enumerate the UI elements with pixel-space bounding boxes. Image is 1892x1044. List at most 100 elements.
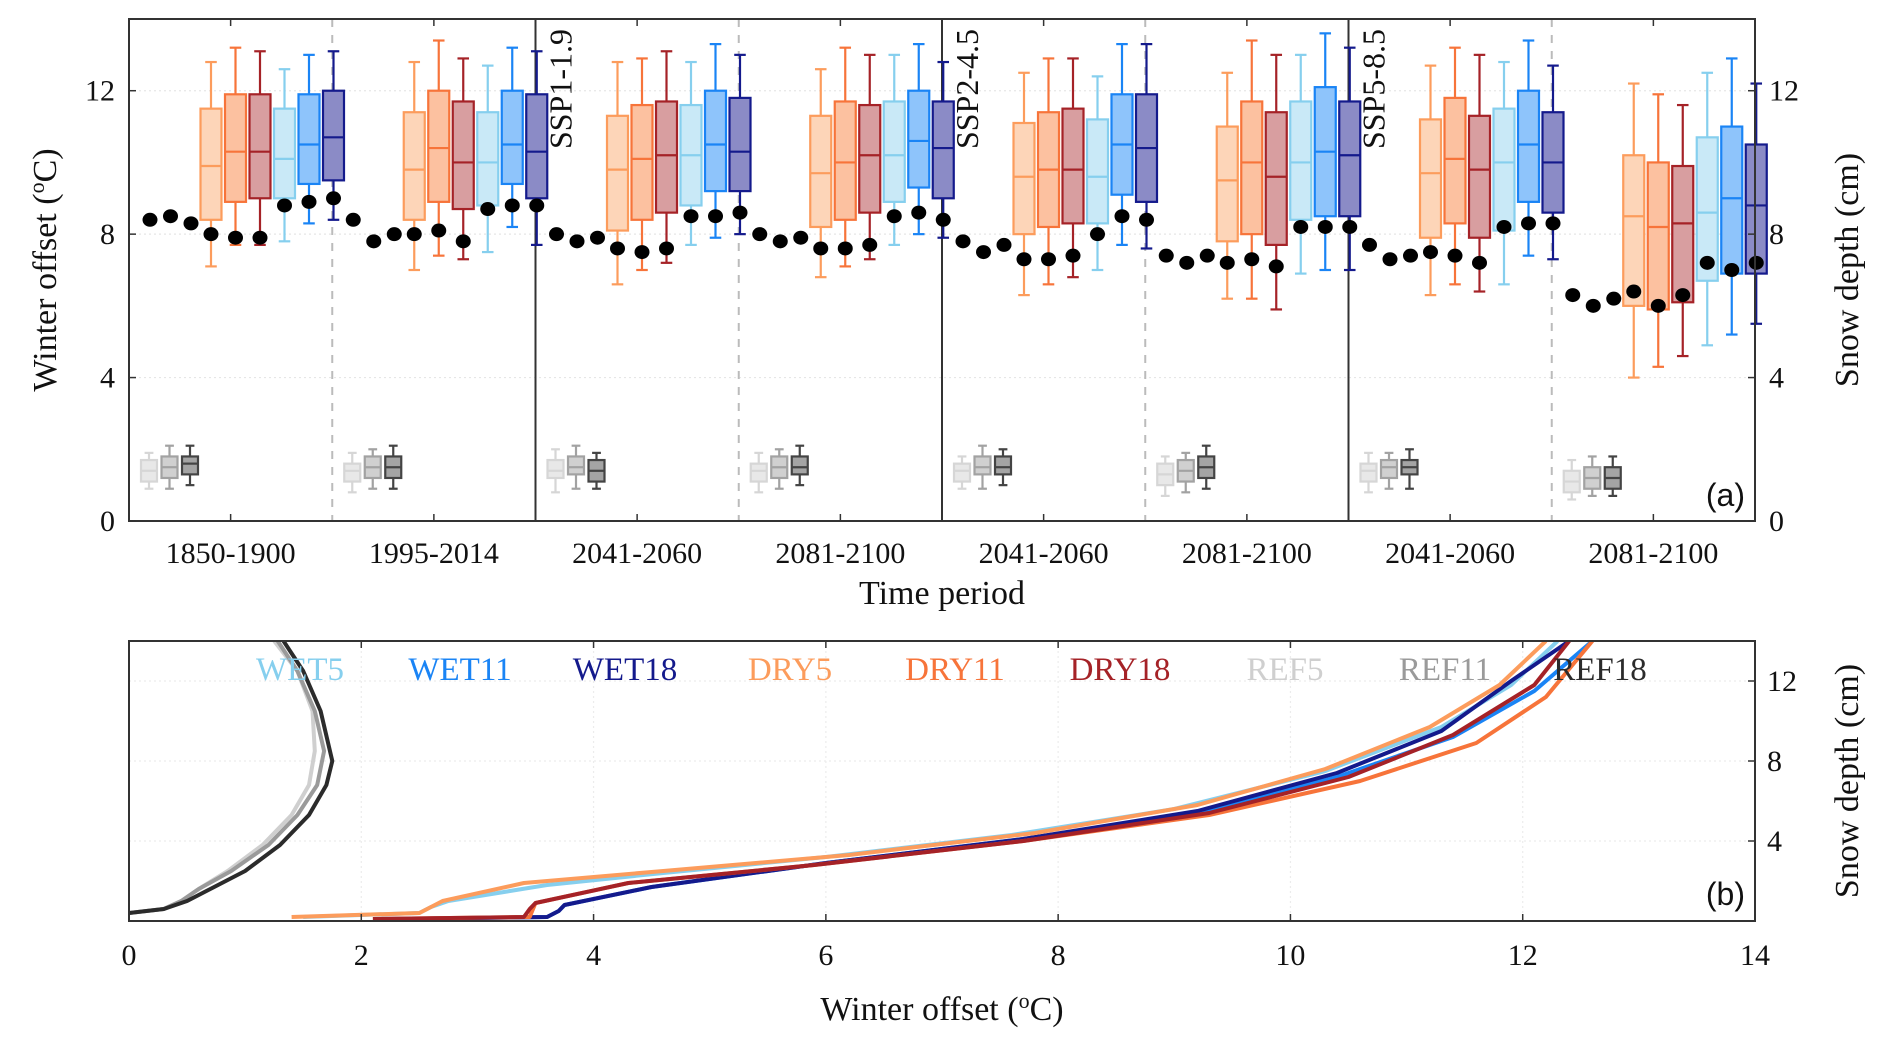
snow-depth-dot: [683, 209, 699, 224]
box-iqr: [180, 455, 200, 476]
snow-depth-dot: [504, 198, 520, 213]
ref-box-ref18: [384, 444, 403, 490]
box-wet5: [882, 53, 906, 246]
panel-b-gridlines: [129, 641, 1755, 921]
ytick-label: 8: [100, 218, 115, 251]
snow-depth-dot: [480, 202, 496, 217]
box-iqr: [1289, 100, 1313, 221]
snow-depth-dot: [1090, 227, 1105, 242]
box-iqr: [973, 455, 992, 476]
snow-depth-dot: [1293, 219, 1309, 234]
snow-depth-dot: [142, 212, 158, 227]
scenario-label: SSP1-1.9: [543, 29, 579, 149]
box-iqr: [630, 103, 654, 221]
snow-depth-dot: [228, 230, 243, 245]
panel-a-scenario-labels: SSP1-1.9 SSP2-4.5 SSP5-8.5: [543, 29, 1392, 149]
snow-depth-dot: [1139, 212, 1154, 227]
box-wet18: [1744, 82, 1768, 325]
box-dry5: [605, 60, 630, 286]
box-dry5: [809, 68, 833, 279]
snow-depth-dot: [1675, 288, 1691, 303]
box-dry11: [427, 39, 451, 257]
line-ref18: [129, 641, 335, 915]
box-iqr: [1516, 89, 1541, 203]
xtick-label: 2081-2100: [1182, 537, 1312, 570]
snow-depth-dot: [277, 198, 292, 213]
box-iqr: [1215, 125, 1239, 243]
box-iqr: [1467, 114, 1492, 239]
box-iqr: [199, 107, 223, 221]
box-iqr: [1264, 111, 1288, 247]
panel-b: WET5 WET11 WET18 DRY5 DRY11 DRY18 REF5 REF11 REF…: [122, 640, 1866, 1028]
ytick-label: 4: [100, 362, 115, 395]
snow-depth-dot: [634, 245, 650, 260]
snow-depth-dot: [659, 241, 674, 256]
ref-box-ref5: [1359, 451, 1378, 494]
box-dry18: [858, 53, 882, 261]
snow-depth-dot: [301, 194, 317, 209]
snow-depth-dot: [1724, 263, 1740, 277]
snow-depth-dot: [955, 234, 971, 249]
box-iqr: [1443, 96, 1467, 225]
snow-depth-dot: [1447, 248, 1463, 263]
ref-box-ref5: [1562, 458, 1581, 501]
snow-depth-dot: [431, 223, 447, 238]
legend-dry5: DRY5: [748, 652, 832, 688]
panel-a-left-yticks: 0 4 8 12: [85, 75, 136, 538]
box-iqr: [1240, 100, 1264, 236]
snow-depth-dot: [1521, 216, 1536, 231]
panel-b-label: (b): [1706, 876, 1745, 912]
snow-depth-dot: [1199, 248, 1215, 263]
panel-a-frame: [128, 18, 1756, 522]
legend-ref5: REF5: [1246, 652, 1323, 688]
box-wet11: [500, 46, 524, 229]
box-iqr: [993, 455, 1013, 476]
panel-a: 0 4 8 12 0 4 8 12 1850-1900 1995-2014 2041-2060 2…: [24, 18, 1866, 612]
scenario-label: SSP2-4.5: [949, 29, 985, 149]
snow-depth-dot: [610, 241, 625, 256]
panel-a-ylabel-right: Snow depth (cm): [1829, 153, 1866, 387]
ref-box-ref5: [139, 451, 159, 490]
box-dry18: [1061, 57, 1085, 279]
snow-depth-dot: [1114, 209, 1130, 224]
box-dry5: [1215, 71, 1239, 300]
box-dry11: [1443, 46, 1467, 286]
ytick-right-label: 4: [1769, 362, 1784, 395]
snow-depth-dot: [1268, 259, 1284, 274]
panel-a-label: (a): [1706, 477, 1745, 513]
panel-a-xticks: 1850-1900 1995-2014 2041-2060 2081-2100 2041…: [166, 19, 1718, 570]
box-wet18: [931, 60, 955, 239]
box-wet11: [1313, 32, 1337, 272]
box-wet11: [1720, 57, 1744, 336]
snow-depth-dot: [163, 209, 178, 224]
box-iqr: [703, 89, 728, 193]
panel-a-snow-depth-dots: [142, 191, 1764, 313]
box-dry18: [1671, 103, 1695, 358]
box-dry5: [402, 60, 426, 272]
box-iqr: [272, 107, 297, 200]
box-iqr: [1338, 100, 1362, 218]
box-iqr: [654, 100, 679, 214]
box-iqr: [1646, 161, 1670, 311]
snow-depth-dot: [1362, 237, 1377, 252]
snow-depth-dot: [1626, 284, 1642, 299]
snow-depth-dot: [976, 245, 991, 260]
snow-depth-dot: [732, 205, 748, 220]
box-dry11: [1646, 93, 1670, 368]
snow-depth-dot: [386, 227, 402, 242]
box-wet5: [272, 68, 297, 243]
ref-box-ref5: [749, 451, 768, 494]
box-iqr: [476, 111, 500, 207]
box-iqr: [427, 89, 451, 203]
box-dry5: [199, 60, 223, 268]
snow-depth-dot: [752, 227, 768, 242]
box-dry18: [1467, 53, 1492, 293]
box-iqr: [525, 93, 549, 200]
snow-depth-dot: [1041, 252, 1056, 267]
xtick-label: 2041-2060: [572, 537, 702, 570]
box-dry18: [654, 50, 679, 264]
ref-box-ref18: [1400, 448, 1419, 490]
panel-b-frame: [128, 640, 1756, 922]
ref-box-ref11: [1176, 451, 1195, 494]
snow-depth-dot: [549, 227, 564, 242]
